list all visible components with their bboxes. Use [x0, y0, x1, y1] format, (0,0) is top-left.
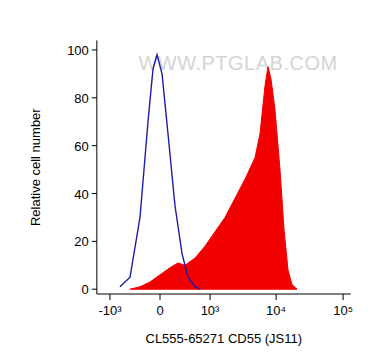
y-tick-label: 40 — [74, 187, 88, 202]
y-tick-label: 0 — [82, 282, 89, 297]
y-tick — [92, 49, 97, 50]
y-tick-label: 80 — [74, 91, 88, 106]
y-tick — [92, 241, 97, 242]
y-tick — [92, 289, 97, 290]
x-tick-label: 10⁵ — [333, 303, 353, 318]
y-tick-label: 60 — [74, 139, 88, 154]
x-tick — [160, 294, 161, 300]
y-axis — [96, 40, 97, 294]
x-axis-title: CL555-65271 CD55 (JS11) — [146, 331, 303, 346]
chart: WWW.PTGLAB.COM 0 20 40 60 80 100 -10³ 0 10³ 10⁴ 10⁵… — [0, 0, 374, 364]
x-tick — [210, 294, 211, 300]
watermark: WWW.PTGLAB.COM — [138, 52, 337, 74]
y-tick-label: 100 — [67, 43, 89, 58]
x-tick-label: 0 — [156, 303, 163, 318]
y-tick — [92, 97, 97, 98]
histogram-line — [120, 55, 200, 289]
y-tick — [92, 193, 97, 194]
y-tick — [92, 145, 97, 146]
x-tick — [109, 294, 110, 300]
x-tick-label: -10³ — [98, 303, 122, 318]
plot-area — [120, 55, 297, 289]
y-axis-title: Relative cell number — [28, 108, 43, 226]
histogram-area — [130, 67, 297, 290]
x-axis — [97, 294, 351, 295]
x-tick — [276, 294, 277, 300]
x-tick — [343, 294, 344, 300]
x-tick-label: 10⁴ — [266, 303, 286, 318]
y-tick-label: 20 — [74, 234, 88, 249]
x-tick-label: 10³ — [201, 303, 220, 318]
